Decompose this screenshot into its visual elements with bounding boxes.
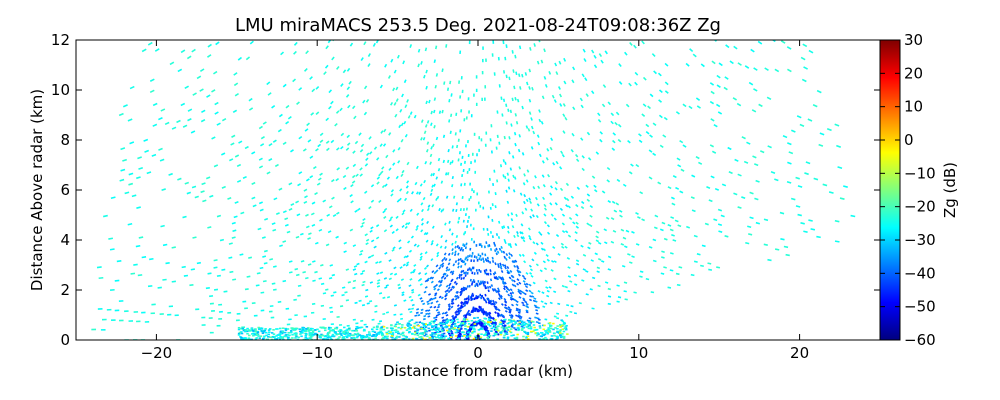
y-tick-label: 2	[60, 281, 70, 299]
colorbar-tick-label: 0	[904, 131, 914, 149]
colorbar-tick-label: −30	[904, 231, 936, 249]
colorbar-gradient	[879, 39, 901, 341]
y-tick-label: 10	[51, 81, 70, 99]
colorbar-tick-label: 30	[904, 31, 923, 49]
x-axis: −20 −10 0 10 20	[141, 40, 809, 362]
colorbar-tick-label: −60	[904, 331, 936, 349]
x-tick-label: −10	[301, 344, 333, 362]
colorbar-label: Zg (dB)	[941, 162, 959, 218]
y-tick-label: 6	[60, 181, 70, 199]
plot-area	[75, 39, 881, 341]
y-axis: 0 2 4 6 8 10 12	[51, 31, 880, 349]
y-axis-label: Distance Above radar (km)	[28, 89, 46, 291]
y-tick-label: 12	[51, 31, 70, 49]
colorbar-tick-label: −50	[904, 298, 936, 316]
y-tick-label: 4	[60, 231, 70, 249]
x-tick-label: −20	[141, 344, 173, 362]
x-tick-label: 10	[629, 344, 648, 362]
x-tick-label: 20	[790, 344, 809, 362]
y-tick-label: 0	[60, 331, 70, 349]
x-tick-label: 0	[473, 344, 483, 362]
colorbar-tick-label: −40	[904, 264, 936, 282]
chart-title: LMU miraMACS 253.5 Deg. 2021-08-24T09:08…	[235, 15, 721, 36]
y-tick-label: 8	[60, 131, 70, 149]
colorbar-tick-label: 20	[904, 64, 923, 82]
colorbar: −60 −50 −40 −30 −20 −10 0 10 20 30 Zg (dB)	[879, 31, 959, 349]
x-axis-label: Distance from radar (km)	[383, 362, 573, 380]
plot-background	[76, 40, 880, 340]
colorbar-tick-label: −10	[904, 164, 936, 182]
colorbar-tick-label: 10	[904, 98, 923, 116]
colorbar-tick-label: −20	[904, 198, 936, 216]
